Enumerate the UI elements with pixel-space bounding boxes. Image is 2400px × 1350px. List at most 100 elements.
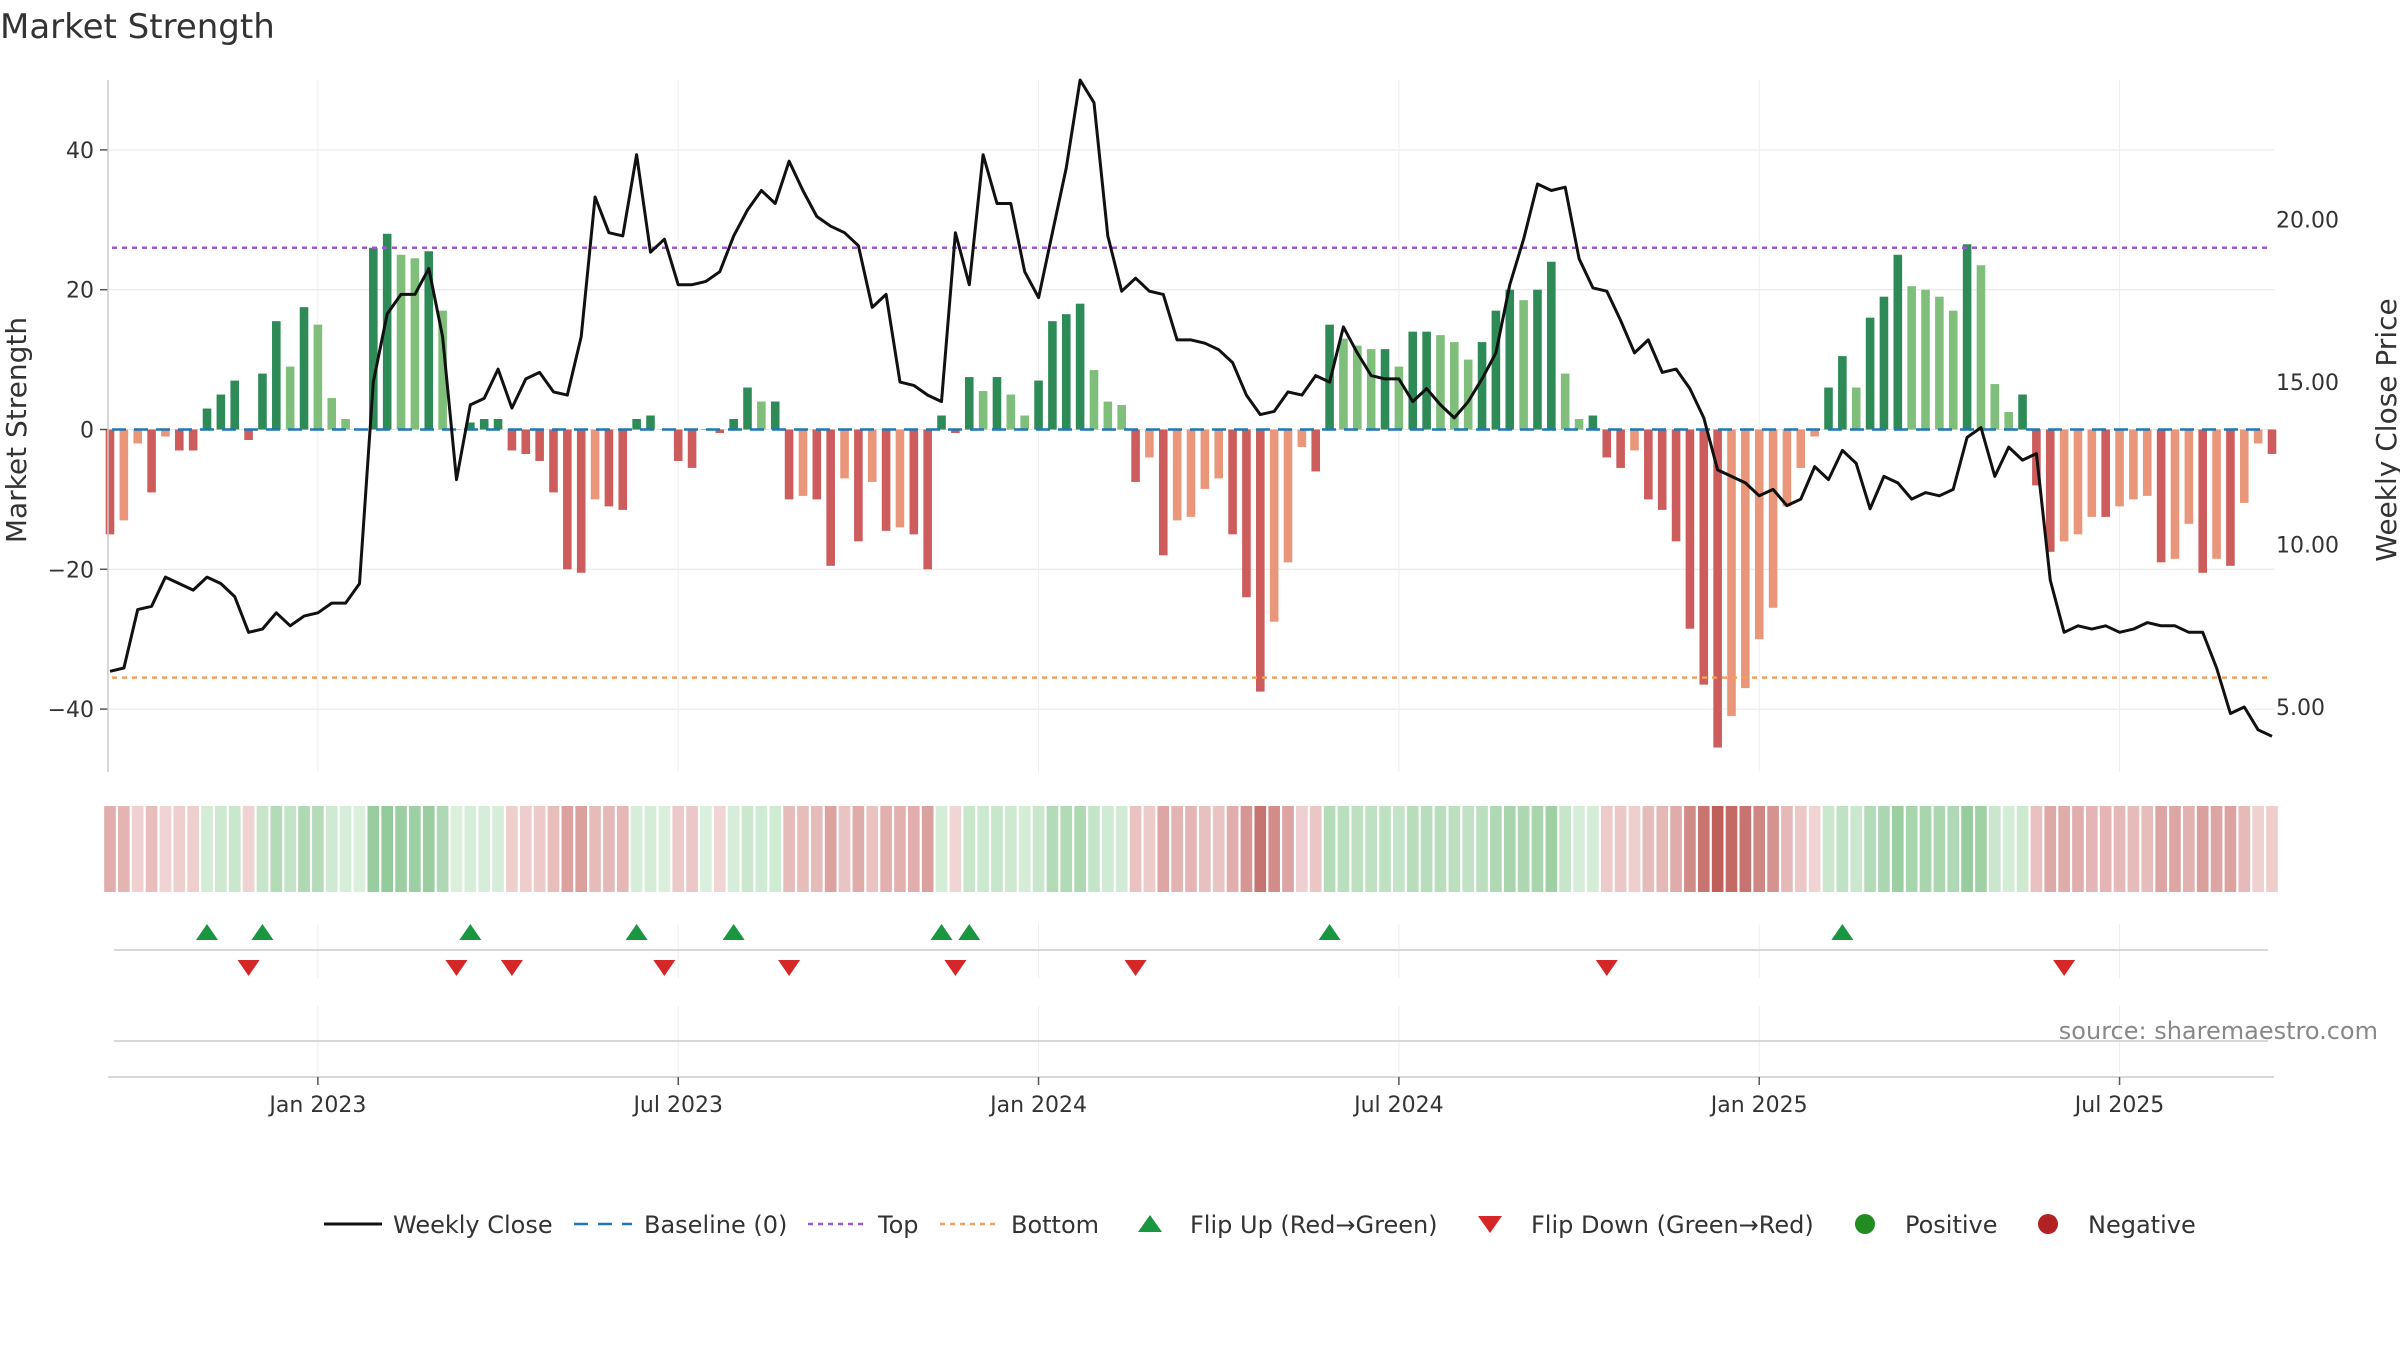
heat-cell <box>284 806 296 892</box>
strength-bar <box>1838 356 1847 430</box>
legend: Weekly Close Baseline (0) Top Bottom Flip Up… <box>324 1211 2196 1239</box>
heat-cell <box>1545 806 1558 892</box>
strength-bar <box>1048 321 1057 430</box>
heat-cell <box>1725 806 1738 892</box>
heat-cell <box>1420 806 1433 892</box>
strength-bar <box>2253 429 2263 444</box>
chart-title: Market Strength <box>0 7 275 47</box>
left-tick-label: −40 <box>48 698 94 723</box>
strength-bar <box>1408 331 1418 430</box>
flip-down-marker <box>1595 960 1618 976</box>
strength-bar <box>937 415 946 430</box>
heat-cell <box>880 806 892 892</box>
heat-cell <box>1171 806 1183 892</box>
strength-bar <box>1020 415 1029 430</box>
heat-cell <box>1905 806 1918 892</box>
legend-weekly-close-label: Weekly Close <box>393 1211 553 1239</box>
strength-bar <box>1547 261 1556 430</box>
strength-bar <box>1657 429 1667 510</box>
heat-cell <box>1684 806 1696 892</box>
strength-bar <box>1491 310 1501 430</box>
strength-bar <box>2198 429 2208 573</box>
strength-bar <box>396 254 406 430</box>
strength-bar <box>2059 429 2069 542</box>
heat-cell <box>1268 806 1280 892</box>
heat-cell <box>2266 806 2278 892</box>
flip-down-marker <box>2053 960 2076 976</box>
strength-bar <box>1339 338 1348 430</box>
strength-bar <box>2018 394 2027 430</box>
heat-cell <box>422 806 435 892</box>
strength-bar <box>1255 429 1265 692</box>
heat-cell <box>201 806 213 892</box>
heat-cell <box>1309 806 1322 892</box>
heat-cell <box>1393 806 1405 892</box>
flip-up-marker <box>1831 924 1854 940</box>
heat-cell <box>1088 806 1100 892</box>
heat-cell <box>1102 806 1114 892</box>
heat-cell <box>325 806 338 892</box>
strength-bar <box>1533 289 1542 430</box>
x-tick-label: Jan 2024 <box>988 1093 1087 1118</box>
heat-cell <box>519 806 532 892</box>
right-tick-label: 5.00 <box>2276 696 2325 721</box>
legend-flip-up-label: Flip Up (Red→Green) <box>1190 1211 1438 1239</box>
flip-up-marker <box>459 924 482 940</box>
strength-bar <box>313 324 323 430</box>
heat-cell <box>838 806 851 892</box>
strength-bar <box>2087 429 2097 517</box>
legend-negative-label: Negative <box>2088 1211 2196 1239</box>
left-tick-label: −20 <box>48 558 94 583</box>
right-tick-label: 15.00 <box>2276 371 2339 396</box>
heat-cell <box>1808 806 1821 892</box>
heat-cell <box>242 806 255 892</box>
heat-cell <box>1753 806 1766 892</box>
strength-bar <box>1158 429 1168 556</box>
heat-cell <box>1628 806 1641 892</box>
heat-cell <box>1988 806 2001 892</box>
strength-bar <box>784 429 794 500</box>
strength-bar <box>1186 429 1196 517</box>
heat-cell <box>2155 806 2167 892</box>
heat-cell <box>2196 806 2209 892</box>
heat-cell <box>436 806 449 892</box>
strength-bar <box>1921 289 1930 430</box>
x-tick-label: Jul 2024 <box>1352 1093 1444 1118</box>
strength-bar <box>923 429 932 570</box>
heat-cell <box>2099 806 2112 892</box>
strength-bar <box>1172 429 1182 521</box>
heat-cell <box>977 806 989 892</box>
heat-cell <box>561 806 574 892</box>
heat-cell <box>2072 806 2084 892</box>
heat-cell <box>256 806 269 892</box>
heat-cell <box>2113 806 2126 892</box>
strength-bar <box>1505 289 1515 430</box>
y-axis-left-label: Market Strength <box>0 317 33 543</box>
heat-cell <box>2002 806 2015 892</box>
strength-bar <box>895 429 905 528</box>
heat-cell <box>187 806 199 892</box>
strength-bar <box>410 258 420 430</box>
axes: 40 20 0 −20 −40 20.00 15.00 10.00 5.00 <box>48 80 2339 772</box>
heat-cell <box>1891 806 1904 892</box>
strength-bar <box>1560 373 1570 430</box>
strength-bar <box>1754 429 1764 640</box>
legend-bottom-label: Bottom <box>1011 1211 1099 1239</box>
strength-bar <box>687 429 697 468</box>
x-tick-label: Jul 2023 <box>631 1093 723 1118</box>
flip-down-marker <box>445 960 468 976</box>
heat-cell <box>1157 806 1170 892</box>
heat-cell <box>672 806 685 892</box>
heat-cell <box>478 806 491 892</box>
heat-cell <box>1365 806 1377 892</box>
strength-bar <box>2045 429 2055 552</box>
heat-cell <box>907 806 920 892</box>
strength-bar <box>715 429 725 433</box>
heat-cell <box>755 806 768 892</box>
strength-bar <box>1034 380 1043 430</box>
heat-cell <box>1836 806 1849 892</box>
heat-cell <box>1961 806 1973 892</box>
strength-bar <box>632 419 641 430</box>
strength-bar <box>119 429 129 521</box>
strength-bar <box>2129 429 2138 500</box>
